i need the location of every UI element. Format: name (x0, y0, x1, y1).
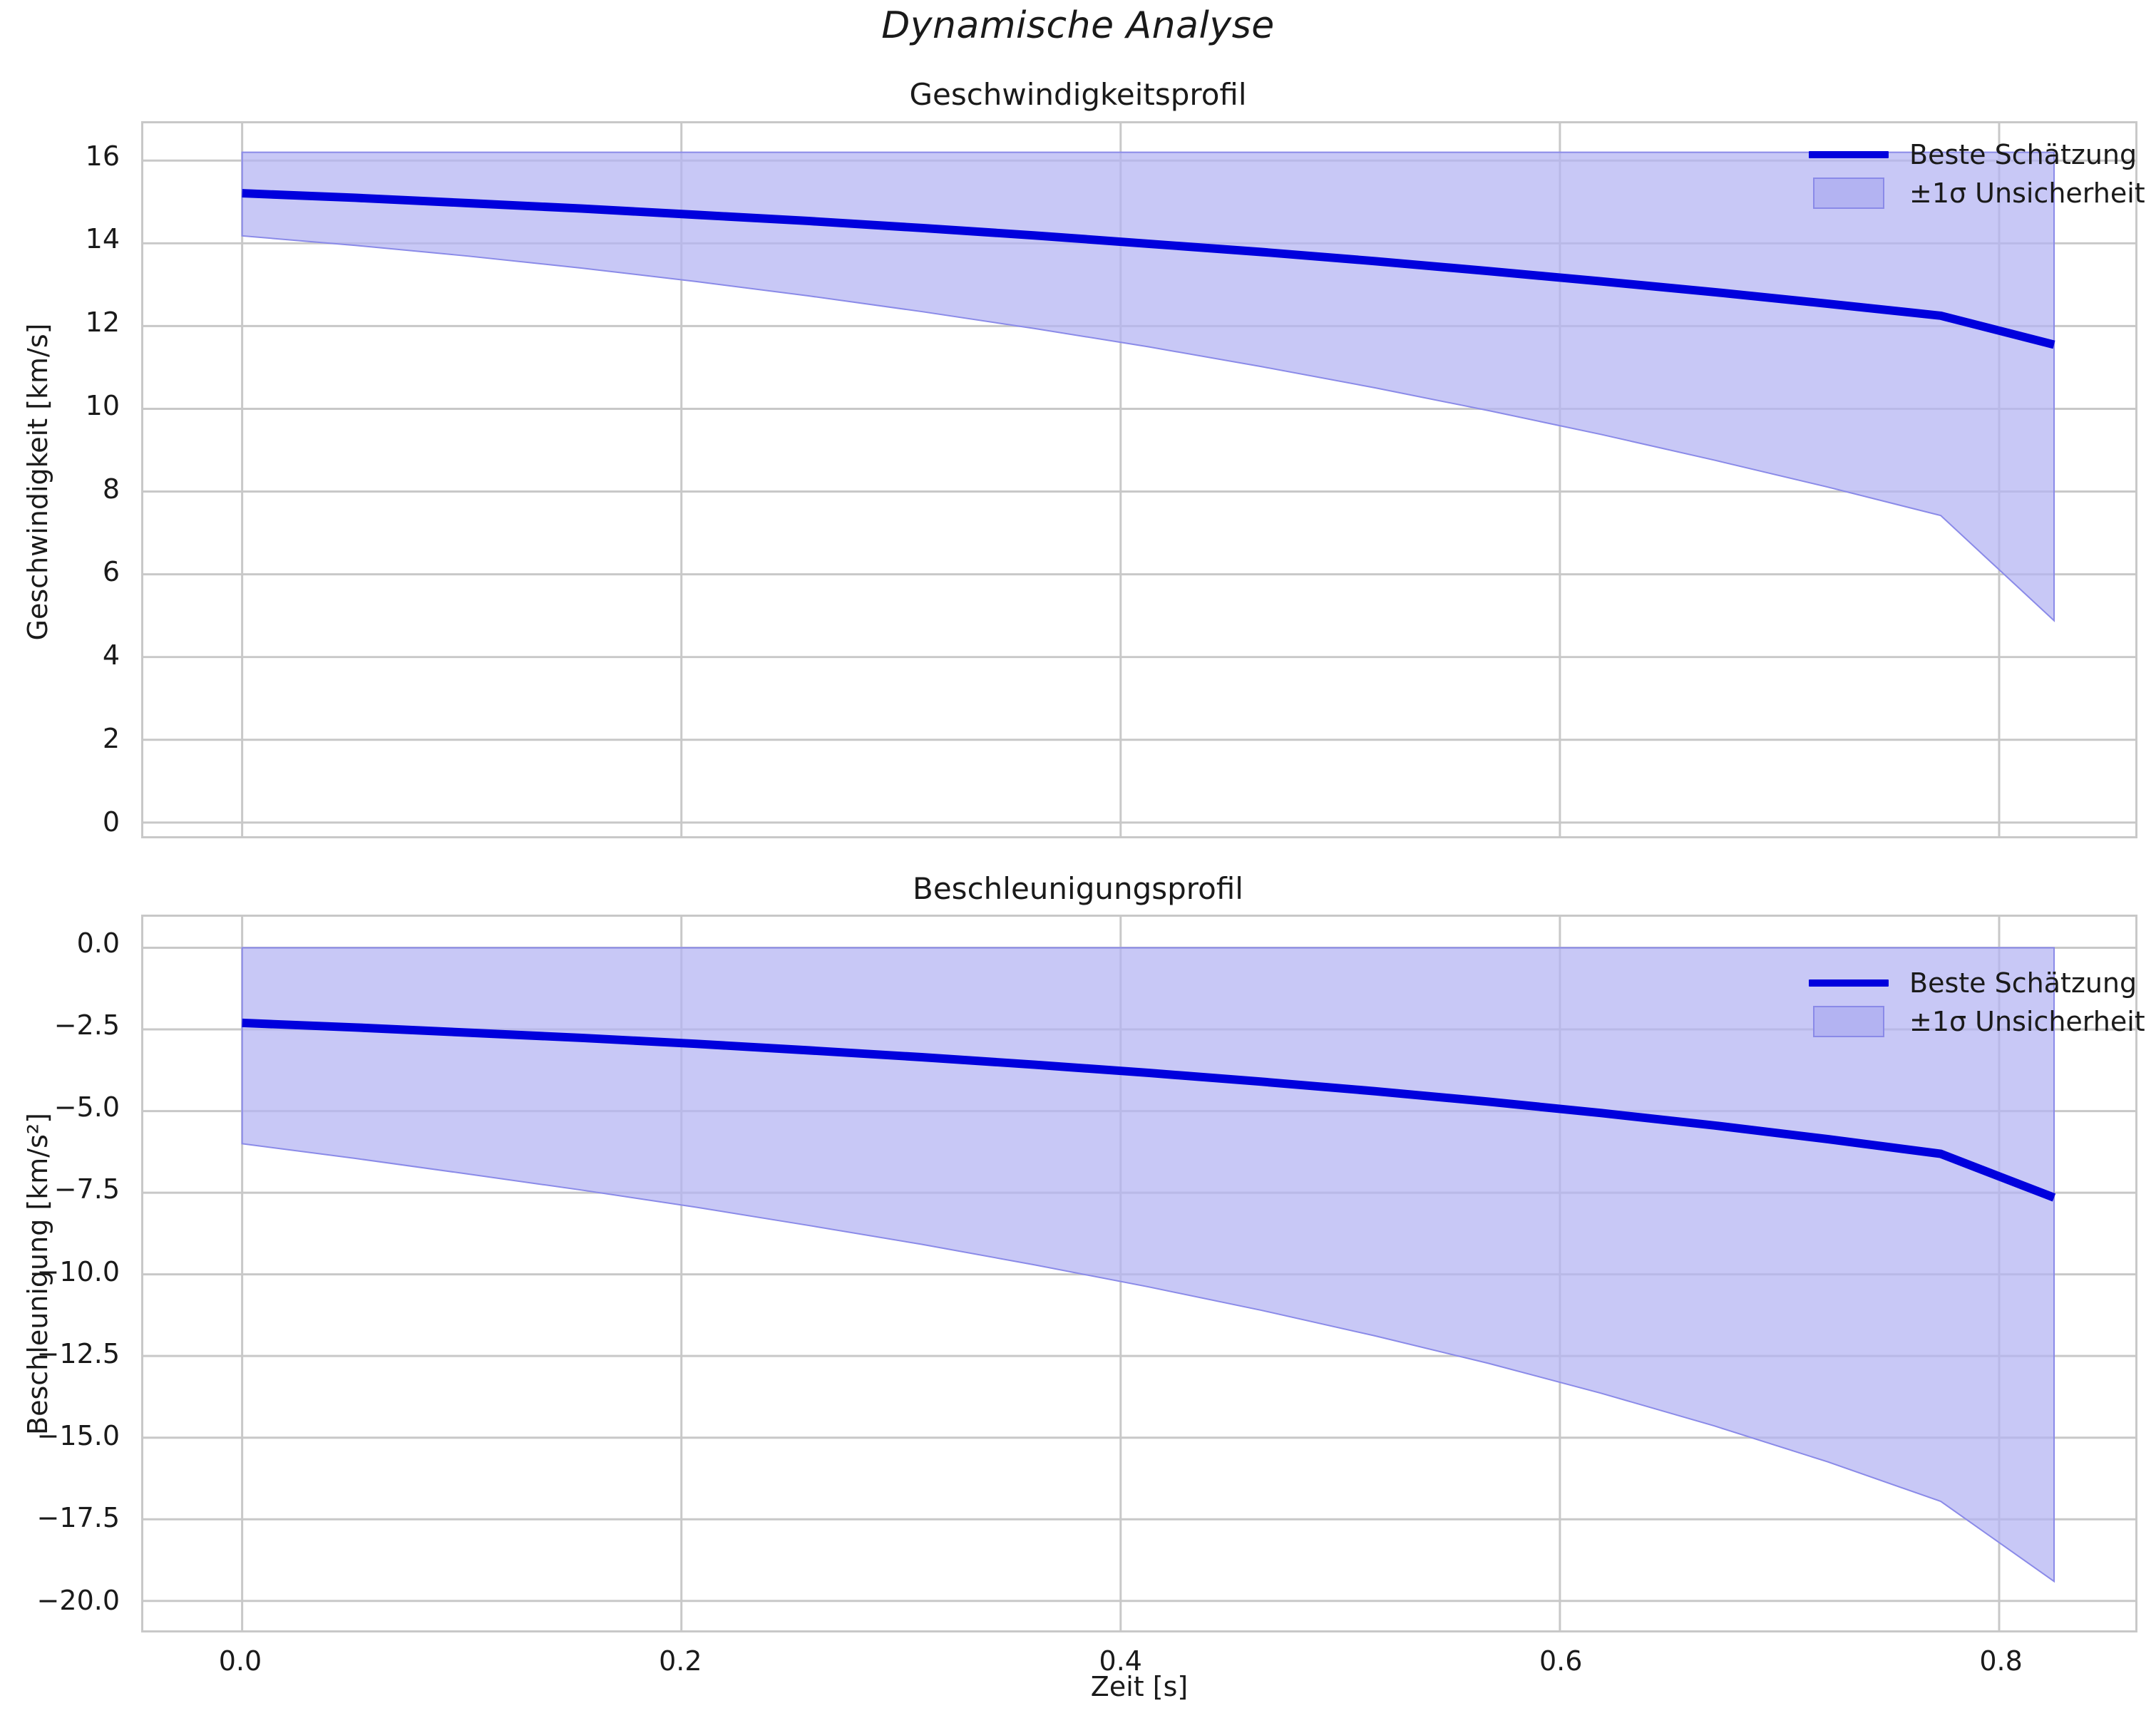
acceleration-plot-svg (143, 917, 2135, 1630)
legend-line-swatch (1804, 979, 1894, 987)
velocity-plot-svg (143, 123, 2135, 836)
legend-line-label: Beste Schätzung (1909, 967, 2137, 999)
legend-row-band: ±1σ Unsicherheit (1804, 1002, 2145, 1041)
x-tick-label: 0.4 (1099, 1645, 1142, 1677)
uncertainty-band (241, 151, 2055, 622)
y-tick-label: 10 (85, 389, 120, 421)
x-axis-label: Zeit [s] (1090, 1671, 1189, 1702)
y-tick-label: 14 (85, 223, 120, 255)
legend-band-label: ±1σ Unsicherheit (1909, 1006, 2145, 1037)
y-tick-label: 0.0 (76, 927, 120, 959)
legend-row-band: ±1σ Unsicherheit (1804, 174, 2145, 212)
legend-band-swatch (1804, 178, 1894, 209)
y-tick-label: 6 (102, 556, 120, 588)
y-tick-label: 12 (85, 307, 120, 339)
y-tick-label: 0 (102, 806, 120, 838)
legend-velocity: Beste Schätzung ±1σ Unsicherheit (1804, 135, 2145, 212)
subplot-title-velocity: Geschwindigkeitsprofil (909, 77, 1247, 112)
legend-band-swatch (1804, 1006, 1894, 1037)
plot-area-acceleration (141, 915, 2137, 1632)
y-tick-label: 8 (102, 473, 120, 505)
subplot-title-acceleration: Beschleunigungsprofil (913, 871, 1243, 906)
y-tick-label: −10.0 (36, 1255, 120, 1287)
y-tick-label: −12.5 (36, 1337, 120, 1369)
figure-suptitle: Dynamische Analyse (881, 4, 1275, 47)
legend-band-label: ±1σ Unsicherheit (1909, 178, 2145, 209)
y-tick-label: −7.5 (53, 1173, 120, 1205)
legend-line-swatch (1804, 151, 1894, 158)
y-tick-label: −5.0 (53, 1091, 120, 1123)
series-line-best-estimate (242, 189, 2055, 349)
y-tick-label: −17.5 (36, 1502, 120, 1534)
y-tick-label: −2.5 (53, 1009, 120, 1041)
x-tick-label: 0.8 (1979, 1645, 2023, 1677)
x-tick-label: 0.0 (218, 1645, 262, 1677)
y-tick-label: −20.0 (36, 1584, 120, 1616)
series-line-best-estimate (242, 1018, 2056, 1202)
x-tick-label: 0.6 (1539, 1645, 1583, 1677)
legend-row-line: Beste Schätzung (1804, 135, 2145, 174)
legend-row-line: Beste Schätzung (1804, 964, 2145, 1002)
legend-acceleration: Beste Schätzung ±1σ Unsicherheit (1804, 964, 2145, 1041)
y-tick-label: 16 (85, 140, 120, 172)
legend-line-label: Beste Schätzung (1909, 139, 2137, 170)
plot-area-velocity (141, 121, 2137, 838)
y-tick-label: −15.0 (36, 1420, 120, 1452)
x-tick-label: 0.2 (659, 1645, 702, 1677)
uncertainty-band (241, 947, 2055, 1583)
y-tick-label: 2 (102, 722, 120, 754)
y-tick-label: 4 (102, 639, 120, 672)
